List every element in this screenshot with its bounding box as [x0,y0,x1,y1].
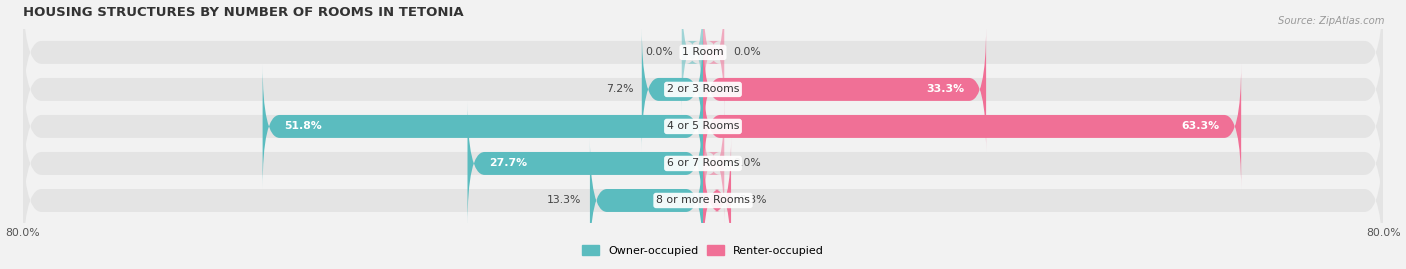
Text: 1 Room: 1 Room [682,47,724,57]
FancyBboxPatch shape [263,64,703,189]
Text: 4 or 5 Rooms: 4 or 5 Rooms [666,121,740,132]
Text: 33.3%: 33.3% [927,84,965,94]
Legend: Owner-occupied, Renter-occupied: Owner-occupied, Renter-occupied [578,241,828,261]
FancyBboxPatch shape [682,0,703,115]
FancyBboxPatch shape [22,0,1384,122]
Text: 3.3%: 3.3% [740,196,768,206]
Text: 2 or 3 Rooms: 2 or 3 Rooms [666,84,740,94]
Text: 0.0%: 0.0% [645,47,673,57]
Text: 13.3%: 13.3% [547,196,582,206]
FancyBboxPatch shape [22,94,1384,233]
FancyBboxPatch shape [703,101,724,226]
Text: 6 or 7 Rooms: 6 or 7 Rooms [666,158,740,168]
FancyBboxPatch shape [22,130,1384,269]
Text: 8 or more Rooms: 8 or more Rooms [657,196,749,206]
FancyBboxPatch shape [703,0,724,115]
Text: 0.0%: 0.0% [733,47,761,57]
Text: 51.8%: 51.8% [284,121,322,132]
FancyBboxPatch shape [468,101,703,226]
FancyBboxPatch shape [22,56,1384,196]
Text: Source: ZipAtlas.com: Source: ZipAtlas.com [1278,16,1385,26]
Text: 63.3%: 63.3% [1182,121,1220,132]
FancyBboxPatch shape [703,27,986,152]
FancyBboxPatch shape [641,27,703,152]
FancyBboxPatch shape [703,138,731,263]
FancyBboxPatch shape [703,64,1241,189]
FancyBboxPatch shape [591,138,703,263]
Text: 27.7%: 27.7% [489,158,527,168]
Text: 7.2%: 7.2% [606,84,633,94]
Text: HOUSING STRUCTURES BY NUMBER OF ROOMS IN TETONIA: HOUSING STRUCTURES BY NUMBER OF ROOMS IN… [22,6,464,19]
FancyBboxPatch shape [22,19,1384,160]
Text: 0.0%: 0.0% [733,158,761,168]
